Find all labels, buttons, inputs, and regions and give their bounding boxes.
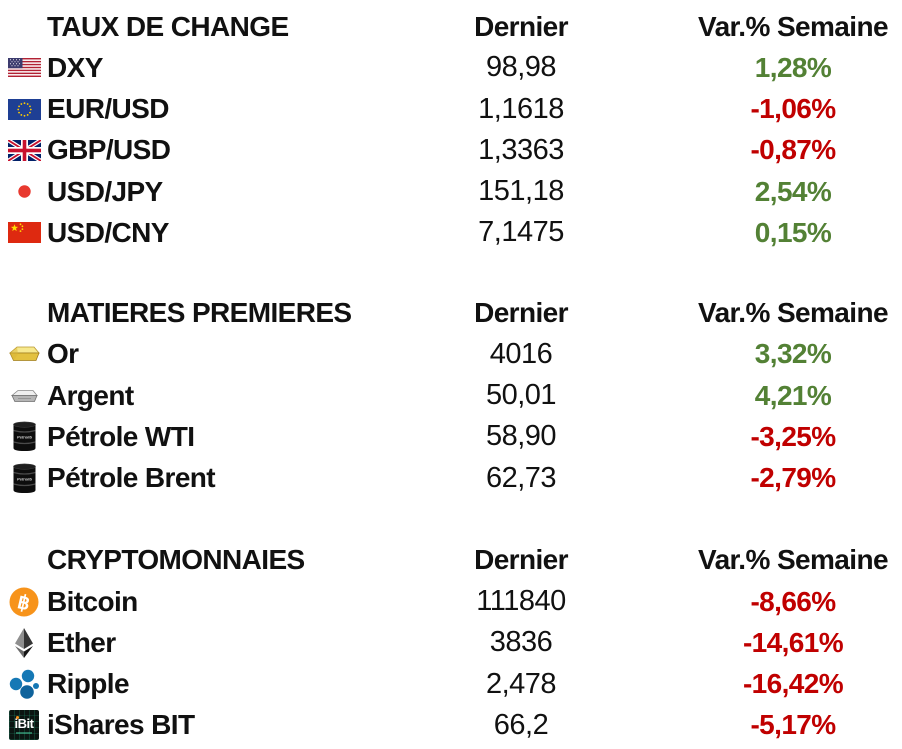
instrument-label: Ripple: [47, 668, 130, 700]
weekly-change: 1,28%: [754, 51, 832, 83]
column-header-last: Dernier: [474, 544, 568, 576]
instrument-label: GBP/USD: [47, 134, 171, 166]
table-row: GBP/USD 1,3363 -0,87%: [0, 130, 902, 171]
table-row: Petrolib Pétrole WTI 58,90 -3,25%: [0, 416, 902, 457]
weekly-change: -8,66%: [750, 585, 836, 617]
barrel-brand-text: Petrolib: [17, 476, 32, 481]
ripple-icon: [7, 669, 41, 699]
table-row: Ripple 2,478 -16,42%: [0, 664, 902, 705]
weekly-change: -14,61%: [742, 626, 844, 658]
instrument-label: EUR/USD: [47, 93, 169, 125]
section-commodities: MATIERES PREMIERES Dernier Var.% Semaine…: [0, 293, 902, 499]
weekly-change: -16,42%: [742, 668, 844, 700]
column-header-week-change: Var.% Semaine: [698, 297, 888, 329]
instrument-label: iShares BIT: [47, 709, 195, 741]
instrument-label: Ether: [47, 626, 116, 658]
oil-barrel-icon: Petrolib: [7, 420, 41, 453]
weekly-change: 2,54%: [754, 175, 832, 207]
section-header-row: CRYPTOMONNAIES Dernier Var.% Semaine: [0, 540, 902, 581]
instrument-label: Or: [47, 338, 79, 370]
ibit-logo-icon: iBit: [7, 710, 41, 741]
last-value: 1,1618: [478, 92, 564, 125]
last-value: 66,2: [493, 708, 549, 741]
section-title: TAUX DE CHANGE: [47, 10, 289, 42]
section-header-row: TAUX DE CHANGE Dernier Var.% Semaine: [0, 6, 902, 47]
eu-flag-icon: [7, 98, 41, 120]
weekly-change: -5,17%: [750, 709, 836, 741]
gold-bar-icon: [7, 344, 41, 364]
instrument-label: Bitcoin: [47, 585, 138, 617]
instrument-label: USD/JPY: [47, 175, 163, 207]
last-value: 111840: [476, 585, 566, 618]
weekly-change: 3,32%: [754, 338, 832, 370]
instrument-label: Pétrole Brent: [47, 462, 216, 494]
uk-flag-icon: [7, 139, 41, 161]
oil-barrel-icon: Petrolib: [7, 462, 41, 495]
table-row: DXY 98,98 1,28%: [0, 47, 902, 88]
weekly-change: 0,15%: [754, 216, 832, 248]
instrument-label: DXY: [47, 51, 103, 83]
table-row: Or 4016 3,32%: [0, 334, 902, 375]
weekly-change: -2,79%: [750, 462, 836, 494]
last-value: 2,478: [485, 667, 557, 700]
instrument-label: Argent: [47, 379, 134, 411]
ibit-logo-text: iBit: [14, 715, 34, 731]
china-flag-icon: [7, 222, 41, 244]
table-row: USD/JPY 151,18 2,54%: [0, 171, 902, 212]
us-flag-icon: [7, 58, 41, 78]
table-row: Petrolib Pétrole Brent 62,73 -2,79%: [0, 458, 902, 499]
section-header-row: MATIERES PREMIERES Dernier Var.% Semaine: [0, 293, 902, 334]
section-title: CRYPTOMONNAIES: [47, 544, 305, 576]
section-exchange-rates: TAUX DE CHANGE Dernier Var.% Semaine: [0, 6, 902, 254]
barrel-brand-text: Petrolib: [17, 435, 32, 440]
column-header-last: Dernier: [474, 10, 568, 42]
table-row: USD/CNY 7,1475 0,15%: [0, 212, 902, 253]
column-header-week-change: Var.% Semaine: [698, 10, 888, 42]
japan-flag-icon: [7, 181, 41, 203]
table-row: EUR/USD 1,1618 -1,06%: [0, 89, 902, 130]
last-value: 3836: [489, 626, 553, 659]
weekly-change: 4,21%: [754, 379, 832, 411]
last-value: 4016: [489, 337, 553, 370]
last-value: 7,1475: [478, 216, 564, 249]
silver-bar-icon: [7, 388, 41, 404]
bitcoin-symbol: ฿: [15, 591, 32, 614]
section-cryptocurrencies: CRYPTOMONNAIES Dernier Var.% Semaine ฿ B…: [0, 540, 902, 746]
last-value: 98,98: [485, 51, 557, 84]
instrument-label: Pétrole WTI: [47, 420, 195, 452]
last-value: 58,90: [485, 420, 557, 453]
last-value: 1,3363: [478, 133, 564, 166]
table-row: Argent 50,01 4,21%: [0, 375, 902, 416]
column-header-last: Dernier: [474, 297, 568, 329]
table-row: iBit iShares BIT 66,2 -5,17%: [0, 705, 902, 746]
section-title: MATIERES PREMIERES: [47, 297, 352, 329]
table-row: ฿ Bitcoin 111840 -8,66%: [0, 581, 902, 622]
bitcoin-icon: ฿: [7, 587, 41, 617]
weekly-change: -1,06%: [750, 93, 836, 125]
last-value: 50,01: [485, 379, 557, 412]
weekly-change: -3,25%: [750, 420, 836, 452]
ethereum-icon: [7, 627, 41, 659]
column-header-week-change: Var.% Semaine: [698, 544, 888, 576]
weekly-change: -0,87%: [750, 134, 836, 166]
table-row: Ether 3836 -14,61%: [0, 622, 902, 663]
instrument-label: USD/CNY: [47, 216, 169, 248]
last-value: 151,18: [478, 175, 564, 208]
last-value: 62,73: [485, 461, 557, 494]
